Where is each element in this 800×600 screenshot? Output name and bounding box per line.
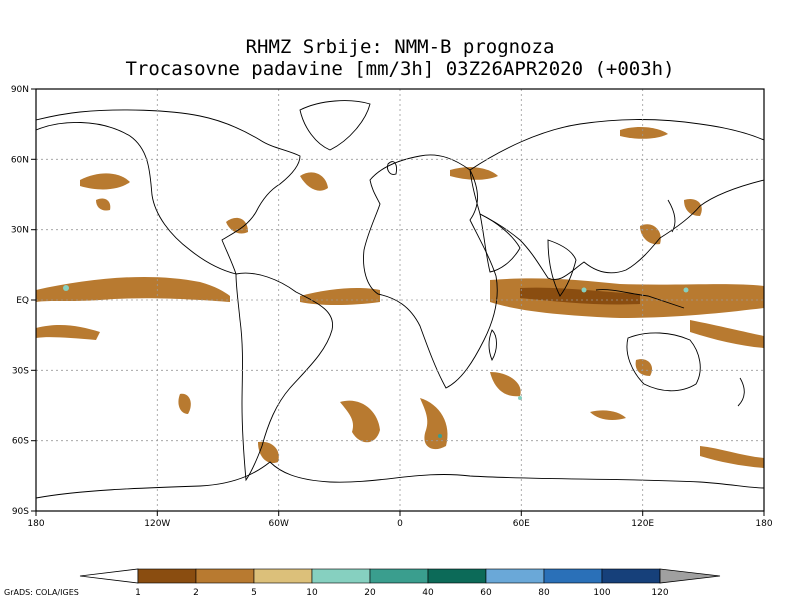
precip-north-atlantic	[300, 172, 328, 191]
lat-label: 60N	[11, 155, 29, 165]
map-title-line2: Trocasovne padavine [mm/3h] 03Z26APR2020…	[125, 58, 675, 80]
precip-tasman	[635, 359, 653, 376]
lat-label: 60S	[12, 437, 29, 447]
precip-south-atlantic-storm-2	[420, 398, 448, 450]
coast-europe-africa	[363, 154, 498, 389]
precip-south-pacific-storm	[178, 393, 191, 414]
colorbar-label: 60	[480, 588, 492, 598]
colorbar-label: 120	[651, 588, 668, 598]
precip-itcz-atlantic	[300, 288, 380, 305]
precip-north-pacific-2	[96, 198, 111, 211]
lat-label: 30S	[12, 366, 29, 376]
precip-east-europe	[450, 167, 498, 180]
precip-north-pacific	[80, 173, 130, 190]
coastlines	[36, 100, 764, 499]
precip-spcz	[690, 320, 764, 348]
precip-south-indian-2	[590, 410, 626, 420]
precip-peak-2	[581, 287, 587, 293]
colorbar-segment	[195, 568, 255, 584]
coast-madagascar	[488, 329, 497, 362]
coast-indonesia	[595, 289, 685, 309]
colorbar-label: 2	[193, 588, 199, 598]
colorbar: 1 2 5 10 20 40 60 80 100 120	[79, 568, 721, 598]
grads-credit: GrADS: COLA/IGES	[4, 588, 79, 597]
colorbar-label: 10	[306, 588, 318, 598]
map-title-line1: RHMZ Srbije: NMM-B prognoza	[245, 36, 555, 58]
colorbar-segment	[543, 568, 603, 584]
coast-japan	[667, 199, 676, 233]
colorbar-label: 20	[364, 588, 376, 598]
lon-label: 0	[397, 519, 403, 529]
precip-itcz-pacific	[36, 276, 230, 302]
lat-label: EQ	[16, 296, 29, 306]
coast-new-zealand	[737, 377, 745, 407]
colorbar-label: 40	[422, 588, 434, 598]
colorbar-segment	[369, 568, 429, 584]
coast-antarctica	[36, 461, 764, 499]
colorbar-label: 80	[538, 588, 550, 598]
coast-india	[547, 239, 577, 297]
colorbar-segment	[137, 568, 197, 584]
coast-uk	[387, 161, 397, 175]
precip-south-indian	[490, 372, 521, 397]
lon-label: 180	[27, 519, 44, 529]
coast-north-america	[36, 109, 301, 275]
lon-label: 120W	[144, 519, 170, 529]
colorbar-over-arrow	[659, 568, 721, 584]
colorbar-under-arrow	[79, 568, 139, 584]
lat-label: 30N	[11, 226, 29, 236]
lat-label: 90S	[12, 507, 29, 517]
precipitation-field	[36, 127, 764, 468]
colorbar-segment	[311, 568, 371, 584]
colorbar-label: 1	[135, 588, 141, 598]
precip-west-pacific	[684, 198, 702, 216]
precip-east-asia	[640, 224, 661, 245]
precip-southern-ocean-e	[700, 446, 764, 468]
lon-label: 60E	[513, 519, 530, 529]
precip-itcz-indian-core	[520, 287, 640, 305]
precip-siberia	[620, 127, 668, 139]
lat-label: 90N	[11, 85, 29, 95]
coast-asia	[469, 119, 764, 280]
precip-peak-1	[63, 285, 69, 291]
coast-australia	[626, 332, 701, 392]
precip-peak-3	[683, 287, 689, 293]
graticule	[36, 89, 764, 511]
precip-drake	[258, 441, 279, 464]
colorbar-segment	[253, 568, 313, 584]
colorbar-label: 100	[593, 588, 610, 598]
colorbar-segment	[485, 568, 545, 584]
precip-peak-5	[438, 434, 442, 438]
precip-south-atlantic-storm	[340, 400, 380, 443]
coast-greenland	[299, 100, 371, 151]
coast-south-america	[235, 272, 334, 482]
axis-ticks	[31, 88, 765, 516]
colorbar-segment	[601, 568, 661, 584]
lon-label: 60W	[269, 519, 289, 529]
coast-arabia	[479, 213, 521, 273]
colorbar-label: 5	[251, 588, 257, 598]
colorbar-segment	[427, 568, 487, 584]
lon-label: 120E	[631, 519, 654, 529]
precip-south-pacific-band	[36, 325, 100, 340]
lon-label: 180	[755, 519, 772, 529]
